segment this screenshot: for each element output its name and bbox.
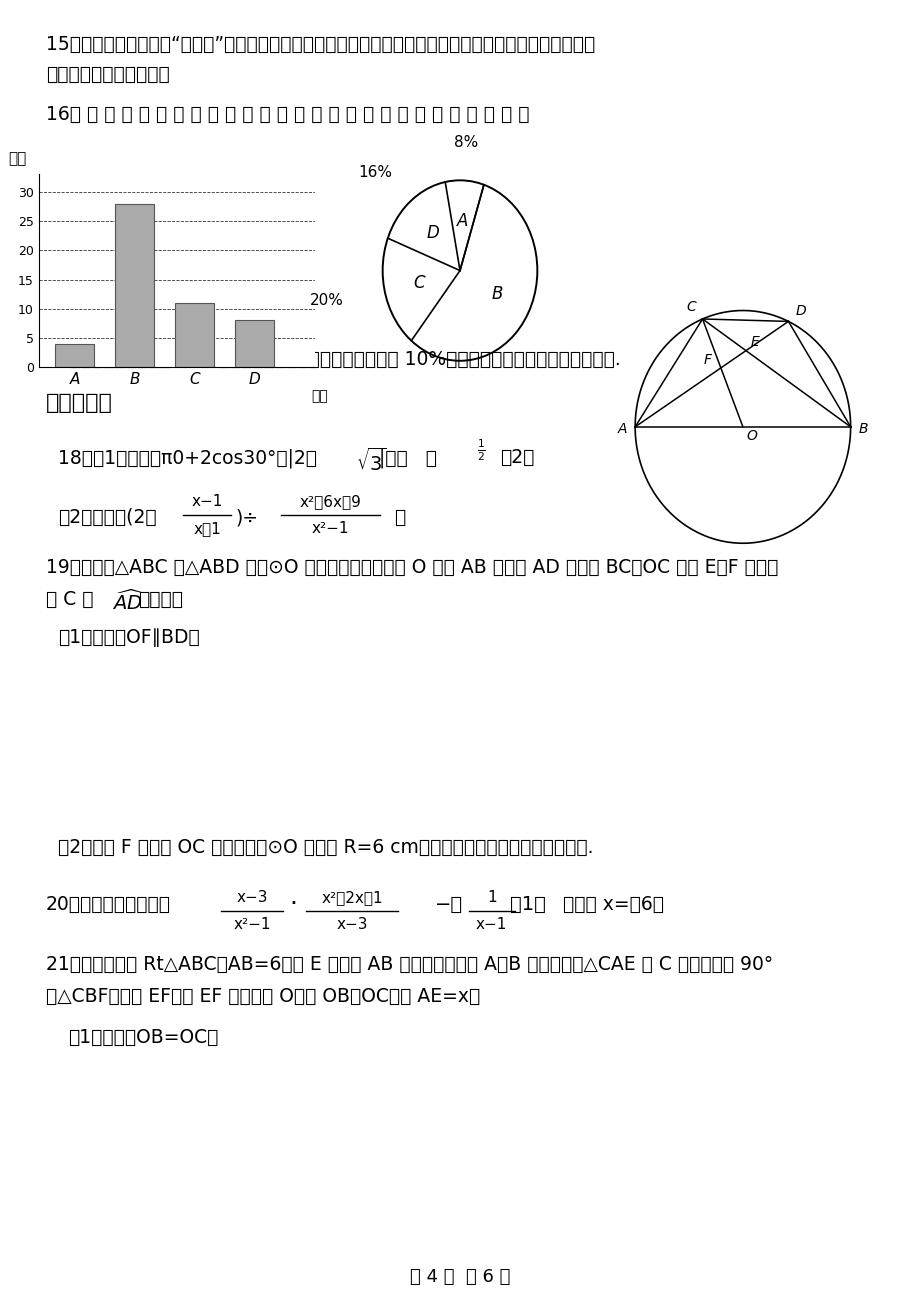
Text: 三、解答题: 三、解答题	[46, 393, 113, 413]
Text: 人数: 人数	[8, 151, 27, 165]
Text: $\widehat{AD}$: $\widehat{AD}$	[112, 590, 146, 615]
Text: O: O	[745, 428, 756, 443]
Text: ，其中 x=－6．: ，其中 x=－6．	[562, 894, 664, 914]
Text: （1）求证：OB=OC；: （1）求证：OB=OC；	[68, 1029, 218, 1047]
Text: 16%: 16%	[357, 165, 391, 181]
Text: 根据以上信息，该班级选择“B”选项的有＿＿．: 根据以上信息，该班级选择“B”选项的有＿＿．	[46, 310, 290, 329]
Text: x²−1: x²−1	[233, 918, 270, 932]
Text: 16． 在 一 次 数 学 考 试 中 ， 某 班 级 的 一 道 单 选 题 的 答 题 情 况 如 下 ：: 16． 在 一 次 数 学 考 试 中 ， 某 班 级 的 一 道 单 选 题 …	[46, 105, 529, 124]
Text: ·: ·	[289, 892, 297, 917]
Text: －2；: －2；	[499, 448, 534, 467]
Text: （2）若点 F 为线段 OC 的中点，且⊙O 的半径 R=6 cm，求图中阴影部分（弧形）的面积.: （2）若点 F 为线段 OC 的中点，且⊙O 的半径 R=6 cm，求图中阴影部…	[58, 838, 593, 857]
Text: $\sqrt{3}$: $\sqrt{3}$	[356, 448, 386, 475]
Text: x＋1: x＋1	[193, 521, 221, 536]
Text: A: A	[457, 212, 468, 230]
Text: |－（   ）: |－（ ）	[379, 448, 437, 467]
Text: x−3: x−3	[236, 891, 267, 905]
Bar	[235, 320, 274, 367]
Text: 至△CBF，连接 EF，且 EF 的中点为 O，连 OB、OC，设 AE=x，: 至△CBF，连接 EF，且 EF 的中点为 O，连 OB、OC，设 AE=x，	[46, 987, 480, 1006]
Text: C: C	[686, 301, 696, 315]
Text: x²＋6x＋9: x²＋6x＋9	[300, 493, 361, 509]
Text: $\frac{1}{2}$: $\frac{1}{2}$	[476, 437, 485, 462]
Text: 第 4 页  共 6 页: 第 4 页 共 6 页	[409, 1268, 510, 1286]
Text: 15．甲、乙、丙三人玩“丢飞碟”游戏，飞碟从一人传到另一人记为丢一次，若从乙开始，则丢两次后，飞碟: 15．甲、乙、丙三人玩“丢飞碟”游戏，飞碟从一人传到另一人记为丢一次，若从乙开始…	[46, 35, 595, 53]
Text: 的中点．: 的中点．	[138, 590, 183, 609]
Text: 传到丙处的概率为＿＿．: 传到丙处的概率为＿＿．	[46, 65, 170, 85]
Text: （1）求证：OF∥BD；: （1）求证：OF∥BD；	[58, 628, 199, 647]
Text: −（: −（	[435, 894, 462, 914]
Bar	[175, 303, 214, 367]
Bar	[55, 344, 94, 367]
Text: 18．（1）计算：π0+2cos30°－|2－: 18．（1）计算：π0+2cos30°－|2－	[58, 448, 317, 467]
Text: 1: 1	[486, 891, 496, 905]
Text: )÷: )÷	[236, 508, 259, 527]
Text: 19．如图，△ABC 和△ABD 都是⊙O 的内接三角形，圆心 O 在边 AB 上，边 AD 分别与 BC，OC 交于 E，F 两点，: 19．如图，△ABC 和△ABD 都是⊙O 的内接三角形，圆心 O 在边 AB …	[46, 559, 777, 577]
Text: C: C	[413, 275, 425, 293]
Text: 20．先化简，再求值：: 20．先化简，再求值：	[46, 894, 171, 914]
Text: D: D	[425, 224, 438, 242]
Text: 8%: 8%	[453, 135, 477, 150]
Text: x−1: x−1	[475, 918, 507, 932]
Text: 20%: 20%	[309, 293, 343, 309]
Text: B: B	[491, 285, 503, 303]
Text: x−1: x−1	[191, 493, 222, 509]
Text: 点 C 为: 点 C 为	[46, 590, 94, 609]
Text: ＋1）: ＋1）	[509, 894, 545, 914]
Text: A: A	[617, 422, 626, 436]
Text: x−3: x−3	[335, 918, 368, 932]
Text: B: B	[858, 422, 868, 436]
Text: F: F	[703, 353, 711, 367]
Text: D: D	[795, 303, 806, 318]
Text: ．: ．	[393, 508, 404, 527]
Text: 选项: 选项	[312, 389, 328, 404]
Text: （2）化简：(2－: （2）化简：(2－	[58, 508, 156, 527]
Text: 21．如图，等腰 Rt△ABC，AB=6，点 E 是斜边 AB 上的一点（端点 A、B 除外），将△CAE 绕 C 逆时针旋转 90°: 21．如图，等腰 Rt△ABC，AB=6，点 E 是斜边 AB 上的一点（端点 …	[46, 954, 772, 974]
Text: x²＋2x＋1: x²＋2x＋1	[321, 891, 382, 905]
Text: E: E	[749, 336, 758, 349]
Text: 17．某件商品的标价是 110 元，按标价的八折销售时，仍可获利 10%，则这件商品每件的进价为＿＿元.: 17．某件商品的标价是 110 元，按标价的八折销售时，仍可获利 10%，则这件…	[46, 350, 620, 368]
Bar	[115, 203, 154, 367]
Text: x²−1: x²−1	[312, 521, 349, 536]
